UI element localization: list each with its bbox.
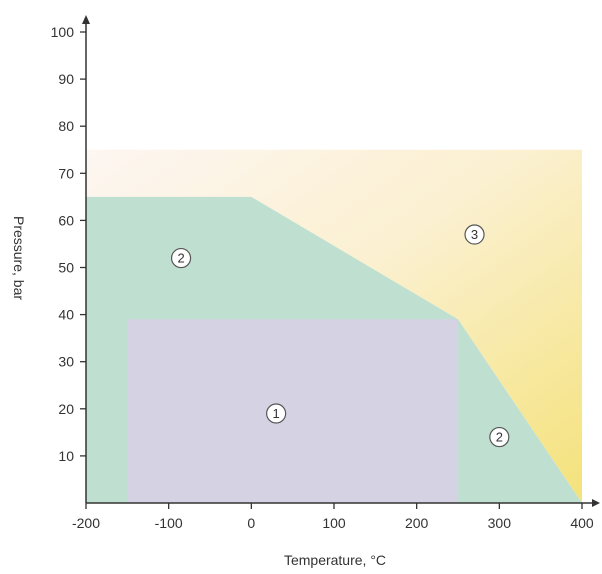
y-tick-label: 50: [58, 260, 74, 276]
x-tick-label: 300: [488, 515, 512, 531]
x-axis-title: Temperature, °C: [284, 552, 386, 568]
y-tick-label: 10: [58, 448, 74, 464]
region-3-area: [86, 149, 582, 503]
region-marker-label: 2: [496, 430, 503, 445]
region-1-area: [127, 319, 458, 503]
x-tick-label: 0: [247, 515, 255, 531]
y-tick-label: 70: [58, 165, 74, 181]
x-axis-arrow: [592, 499, 600, 507]
x-tick-label: -200: [72, 515, 100, 531]
region-marker-label: 2: [177, 251, 184, 266]
axes-layer: [82, 15, 600, 507]
region-marker-label: 3: [471, 227, 478, 242]
y-tick-label: 20: [58, 401, 74, 417]
region-marker-2: 2: [170, 247, 192, 269]
region-marker-circle: [464, 224, 485, 245]
ticks-layer: -200 -100 0 100 200 300 400 10 20 30 40 50 60 70 80 90 1…: [51, 24, 594, 531]
y-tick-label: 60: [58, 212, 74, 228]
y-tick-label: 90: [58, 71, 74, 87]
region-marker-circle: [489, 426, 510, 448]
region-marker-3: 3: [464, 224, 485, 245]
region-marker-label: 1: [273, 406, 280, 421]
region-marker-2: 2: [489, 426, 510, 448]
x-tick-label: -100: [155, 515, 183, 531]
markers-layer: 1 2 2 3: [170, 224, 510, 448]
y-tick-label: 80: [58, 118, 74, 134]
x-tick-label: 200: [405, 515, 429, 531]
regions-layer: [86, 149, 582, 503]
region-marker-circle: [266, 403, 287, 424]
x-tick-label: 100: [322, 515, 346, 531]
y-axis-arrow: [82, 15, 90, 24]
region-marker-1: 1: [266, 403, 287, 424]
x-tick-label: 400: [570, 515, 594, 531]
y-tick-label: 100: [51, 24, 75, 40]
y-axis-title: Pressure, bar: [11, 216, 27, 300]
y-tick-label: 30: [58, 354, 74, 370]
y-tick-label: 40: [58, 307, 74, 323]
region-marker-circle: [170, 247, 192, 269]
